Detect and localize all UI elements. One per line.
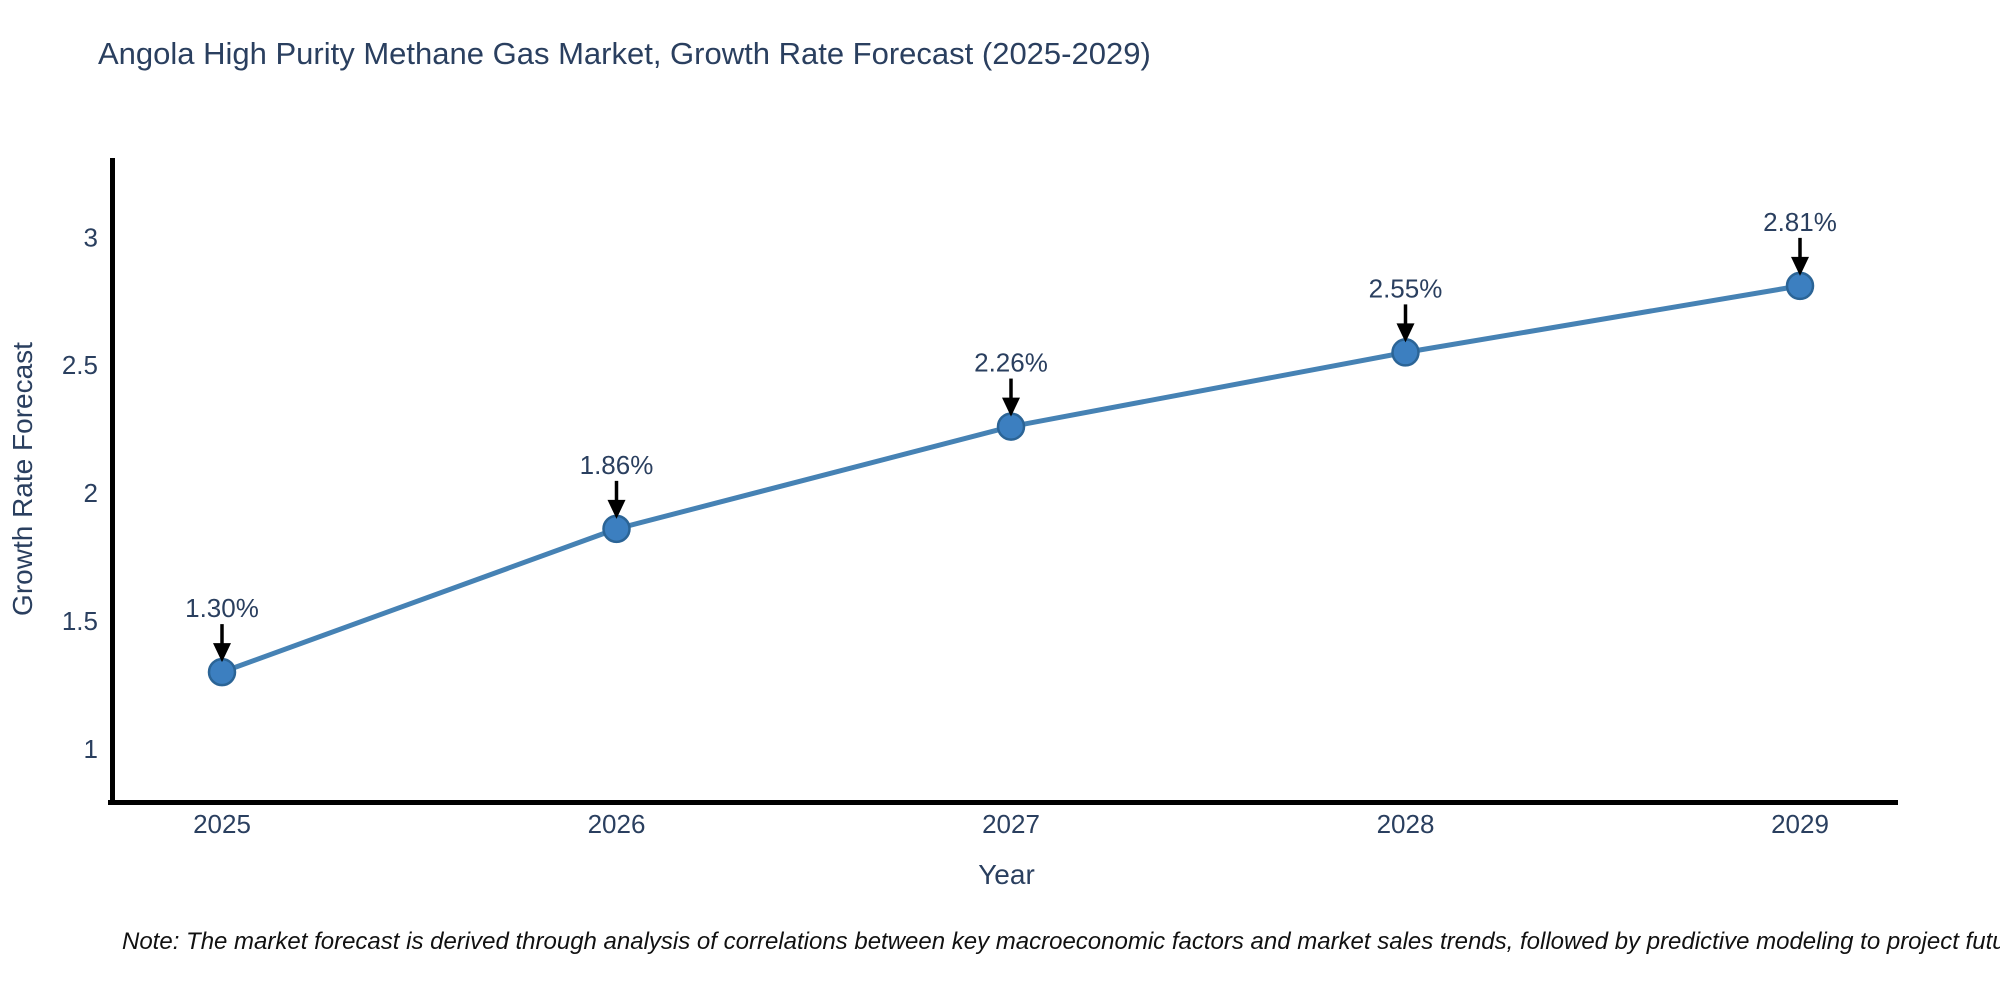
x-tick-label: 2027 bbox=[982, 809, 1040, 839]
y-axis-line bbox=[110, 158, 115, 805]
y-tick-label: 2.5 bbox=[62, 350, 98, 380]
y-tick-label: 3 bbox=[84, 222, 98, 252]
x-tick-label: 2029 bbox=[1771, 809, 1829, 839]
data-point-marker bbox=[1391, 338, 1420, 367]
data-point-label: 1.86% bbox=[580, 450, 654, 480]
x-axis-line bbox=[108, 800, 1898, 805]
data-point-marker bbox=[207, 657, 237, 687]
y-tick-label: 2 bbox=[84, 478, 98, 508]
annotation-arrow-head bbox=[1002, 397, 1020, 417]
data-point-label: 1.30% bbox=[185, 593, 259, 623]
annotation-arrow-head bbox=[1396, 323, 1415, 343]
x-tick-label: 2026 bbox=[588, 809, 646, 839]
annotation-arrow-head bbox=[607, 499, 626, 519]
chart-title: Angola High Purity Methane Gas Market, G… bbox=[98, 36, 1151, 71]
data-point-label: 2.81% bbox=[1763, 207, 1837, 237]
footnote: Note: The market forecast is derived thr… bbox=[122, 928, 2000, 955]
data-point-label: 2.55% bbox=[1369, 273, 1443, 303]
y-tick-label: 1.5 bbox=[62, 606, 98, 636]
data-point-marker bbox=[1785, 271, 1815, 301]
series-line bbox=[219, 283, 1803, 675]
data-point-marker bbox=[996, 412, 1026, 441]
data-point-marker bbox=[602, 514, 631, 544]
annotation-arrow-head bbox=[213, 643, 231, 663]
x-axis-title: Year bbox=[978, 859, 1035, 890]
y-axis-title: Growth Rate Forecast bbox=[7, 342, 38, 616]
data-point-label: 2.26% bbox=[974, 348, 1048, 378]
x-tick-label: 2025 bbox=[193, 809, 251, 839]
y-tick-label: 1 bbox=[84, 734, 98, 764]
annotation-arrow-head bbox=[1791, 256, 1809, 276]
x-tick-label: 2028 bbox=[1377, 809, 1435, 839]
